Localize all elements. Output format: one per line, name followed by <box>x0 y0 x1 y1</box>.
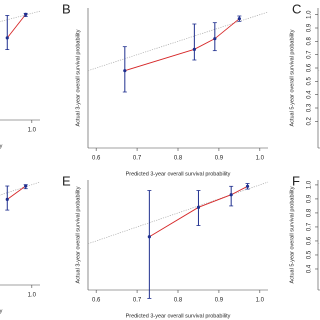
y-tick-label: 0.9 <box>307 23 313 32</box>
y-tick-label: 0.2 <box>307 117 313 126</box>
x-tick-label: 0.9 <box>215 298 224 304</box>
y-tick-label: 0.6 <box>307 236 313 245</box>
y-tick-label: 1.0 <box>307 180 313 189</box>
y-tick-label: 0.6 <box>307 63 313 72</box>
x-tick-label: 0.8 <box>174 156 183 162</box>
x-tick-label: 0.8 <box>174 298 183 304</box>
reference-line <box>87 181 269 245</box>
point <box>192 47 196 51</box>
reference-line <box>0 181 41 196</box>
y-tick-label: 0.4 <box>307 264 313 273</box>
y-tick-label: 0.3 <box>307 103 313 112</box>
point <box>213 37 217 41</box>
point <box>123 69 127 73</box>
y-axis-label: Actual 5-year overall survival probabili… <box>289 29 295 126</box>
calibration-line <box>149 185 248 238</box>
point <box>5 197 9 201</box>
panel-letter: B <box>62 1 71 16</box>
point <box>196 205 201 209</box>
x-axis-label: Predicted 3-year overall survival probab… <box>126 171 231 177</box>
x-axis-label: Predicted 3-year overall survival probab… <box>126 313 231 319</box>
y-axis-label: Actual 3-year overall survival probabili… <box>75 29 81 126</box>
y-tick-label: 0.5 <box>307 250 313 259</box>
x-tick-label: 1.0 <box>256 156 265 162</box>
panel-letter: C <box>292 1 301 16</box>
point <box>5 36 9 40</box>
panel-letter: F <box>292 173 300 188</box>
y-tick-label: 0.8 <box>307 208 313 217</box>
y-tick-label: 0.4 <box>307 90 313 99</box>
y-tick-label: 0.8 <box>307 37 313 46</box>
point <box>147 235 151 239</box>
reference-line <box>87 11 269 71</box>
y-tick-label: 1.0 <box>307 10 313 19</box>
x-tick-label: 1.0 <box>256 298 265 304</box>
y-tick-label: 0.5 <box>307 77 313 86</box>
x-tick-label: 1.0 <box>28 128 37 134</box>
point <box>237 17 241 21</box>
panel-letter: E <box>62 173 71 188</box>
y-tick-label: 0.7 <box>307 50 313 59</box>
point <box>229 193 233 197</box>
reference-line <box>0 10 41 22</box>
calibration-line <box>6 14 27 39</box>
y-tick-label: 0.9 <box>307 194 313 203</box>
x-tick-label: 0.7 <box>133 298 142 304</box>
calibration-line <box>7 185 26 200</box>
x-axis-label: Predicted 5-year overall survival probab… <box>0 308 3 314</box>
x-axis-label: Predicted 3-year overall survival probab… <box>0 143 3 149</box>
y-axis-label: Actual 5-year overall survival probabili… <box>289 186 295 283</box>
x-tick-label: 1.0 <box>28 293 37 299</box>
x-tick-label: 0.6 <box>92 156 101 162</box>
point <box>245 184 250 188</box>
x-tick-label: 0.6 <box>92 298 101 304</box>
y-axis-label: Actual 3-year overall survival probabili… <box>75 186 81 283</box>
calibration-line <box>124 18 240 72</box>
point <box>24 12 28 16</box>
x-tick-label: 0.7 <box>133 156 142 162</box>
point <box>24 184 28 188</box>
x-tick-label: 0.9 <box>215 156 224 162</box>
y-tick-label: 0.7 <box>307 222 313 231</box>
